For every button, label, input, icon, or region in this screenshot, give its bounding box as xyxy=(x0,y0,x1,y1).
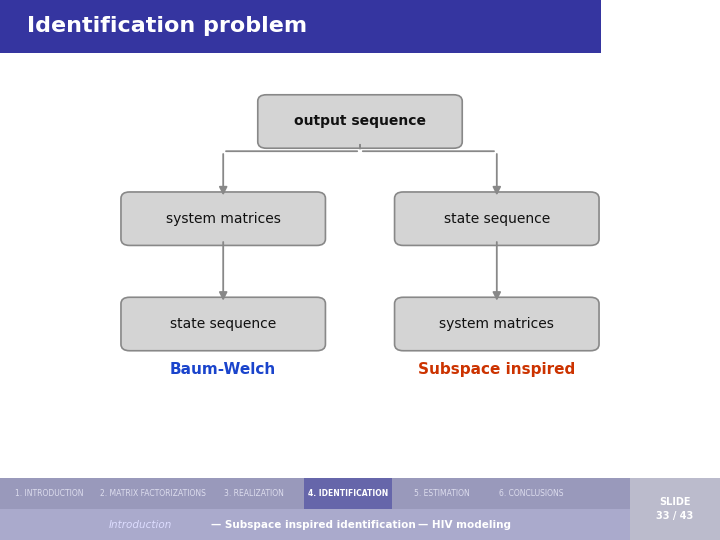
Text: — Subspace inspired identification: — Subspace inspired identification xyxy=(211,519,415,530)
Text: output sequence: output sequence xyxy=(294,114,426,129)
FancyBboxPatch shape xyxy=(0,478,720,509)
Text: — HIV modeling: — HIV modeling xyxy=(418,519,511,530)
Text: 3. REALIZATION: 3. REALIZATION xyxy=(223,489,284,498)
Text: Subspace inspired: Subspace inspired xyxy=(418,362,575,377)
Text: system matrices: system matrices xyxy=(439,317,554,331)
Text: Identification problem: Identification problem xyxy=(27,16,307,37)
FancyBboxPatch shape xyxy=(0,0,601,53)
Text: state sequence: state sequence xyxy=(444,212,550,226)
FancyBboxPatch shape xyxy=(0,509,720,540)
Text: 2. MATRIX FACTORIZATIONS: 2. MATRIX FACTORIZATIONS xyxy=(100,489,207,498)
Text: state sequence: state sequence xyxy=(170,317,276,331)
Text: 1. INTRODUCTION: 1. INTRODUCTION xyxy=(14,489,84,498)
FancyBboxPatch shape xyxy=(258,95,462,148)
FancyBboxPatch shape xyxy=(121,297,325,351)
Text: SLIDE
33 / 43: SLIDE 33 / 43 xyxy=(657,497,693,521)
FancyBboxPatch shape xyxy=(121,192,325,245)
FancyBboxPatch shape xyxy=(304,478,392,509)
Text: 5. ESTIMATION: 5. ESTIMATION xyxy=(414,489,470,498)
FancyBboxPatch shape xyxy=(630,478,720,540)
FancyBboxPatch shape xyxy=(395,297,599,351)
Text: Introduction: Introduction xyxy=(109,519,172,530)
Text: Baum-Welch: Baum-Welch xyxy=(170,362,276,377)
Text: system matrices: system matrices xyxy=(166,212,281,226)
Text: 6. CONCLUSIONS: 6. CONCLUSIONS xyxy=(499,489,564,498)
FancyBboxPatch shape xyxy=(395,192,599,245)
Text: 4. IDENTIFICATION: 4. IDENTIFICATION xyxy=(307,489,388,498)
